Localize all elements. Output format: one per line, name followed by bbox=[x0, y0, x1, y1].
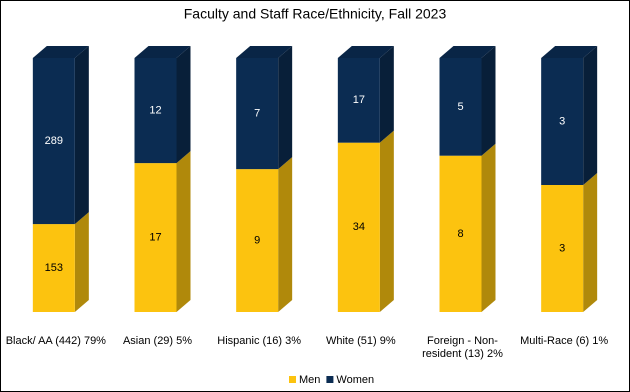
bar-top bbox=[439, 46, 496, 58]
bar-side bbox=[379, 130, 394, 312]
data-label: 17 bbox=[353, 94, 365, 106]
data-label: 7 bbox=[254, 107, 260, 119]
bar bbox=[134, 163, 177, 312]
legend-label: Men bbox=[299, 374, 320, 386]
bar bbox=[236, 58, 279, 170]
bar bbox=[134, 58, 177, 164]
bar bbox=[236, 169, 279, 312]
bar-top bbox=[337, 46, 394, 58]
bar-side bbox=[583, 46, 598, 185]
bar bbox=[439, 155, 482, 312]
legend-label: Women bbox=[336, 374, 374, 386]
bar-side bbox=[481, 143, 496, 312]
data-label: 153 bbox=[45, 262, 63, 274]
bar-top bbox=[541, 46, 598, 58]
bar-top bbox=[134, 46, 191, 58]
bar bbox=[32, 224, 75, 312]
data-label: 8 bbox=[457, 228, 463, 240]
bar bbox=[541, 58, 584, 185]
bar-side bbox=[481, 46, 496, 156]
legend-swatch bbox=[326, 376, 334, 383]
bar-side bbox=[379, 46, 394, 143]
bar-side bbox=[176, 151, 191, 312]
legend-swatch bbox=[289, 376, 296, 383]
bar-top bbox=[32, 46, 89, 58]
bar-side bbox=[74, 212, 89, 312]
bar bbox=[337, 142, 380, 312]
data-label: 3 bbox=[559, 115, 565, 127]
data-label: 5 bbox=[457, 101, 463, 113]
x-tick-label: Asian (29) 5% bbox=[122, 335, 193, 347]
data-label: 12 bbox=[149, 104, 161, 116]
bar bbox=[541, 185, 584, 312]
bar-side bbox=[583, 173, 598, 312]
data-label: 17 bbox=[149, 231, 161, 243]
data-label: 34 bbox=[353, 221, 365, 233]
bar-top bbox=[236, 46, 293, 58]
data-label: 3 bbox=[559, 242, 565, 254]
data-label: 289 bbox=[45, 135, 63, 147]
bar bbox=[337, 58, 380, 143]
x-tick-label: Multi-Race (6) 1% bbox=[520, 335, 609, 347]
x-tick-label: Foreign - Non-resident (13) 2% bbox=[422, 335, 503, 360]
bar bbox=[32, 58, 75, 225]
x-tick-label: Hispanic (16) 3% bbox=[217, 335, 302, 347]
chart-title: Faculty and Staff Race/Ethnicity, Fall 2… bbox=[184, 6, 447, 22]
bar-side bbox=[278, 46, 293, 170]
x-tick-label: White (51) 9% bbox=[325, 335, 396, 347]
x-tick-label: Black/ AA (442) 79% bbox=[5, 335, 106, 347]
data-label: 9 bbox=[254, 234, 260, 246]
bar-side bbox=[176, 46, 191, 164]
bar bbox=[439, 58, 482, 156]
bar-side bbox=[278, 157, 293, 312]
bar-side bbox=[74, 46, 89, 225]
